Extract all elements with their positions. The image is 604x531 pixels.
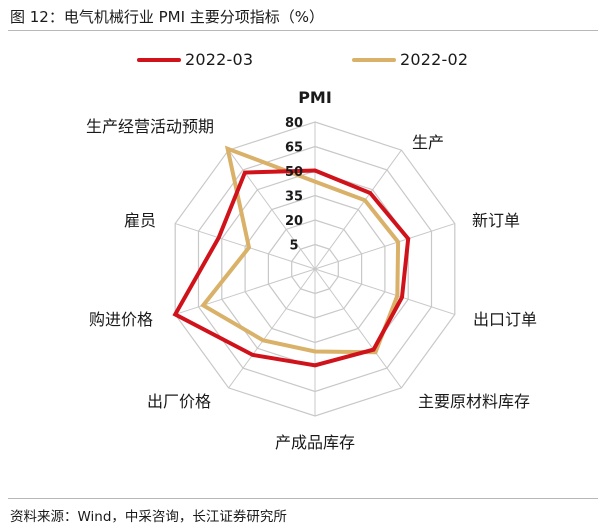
source-note: 资料来源：Wind，中采咨询，长江证券研究所 — [10, 509, 287, 525]
spoke-4 — [314, 268, 402, 389]
legend-label-2022-02: 2022-02 — [400, 50, 469, 69]
tick-label-80: 80 — [285, 116, 303, 131]
tick-label-20: 20 — [285, 214, 303, 229]
category-label-2: 新订单 — [472, 211, 520, 230]
category-label-3: 出口订单 — [473, 310, 537, 329]
spoke-1 — [314, 149, 402, 270]
tick-label-5: 5 — [289, 239, 298, 254]
category-label-1: 生产 — [412, 133, 444, 152]
tick-label-50: 50 — [285, 165, 303, 180]
legend: 2022-03 2022-02 — [0, 40, 604, 80]
category-label-9: 生产经营活动预期 — [86, 117, 214, 136]
category-label-8: 雇员 — [124, 211, 156, 230]
tick-label-35: 35 — [285, 190, 303, 205]
category-label-0: PMI — [298, 88, 332, 107]
category-label-7: 购进价格 — [89, 310, 153, 329]
legend-item-2022-03: 2022-03 — [137, 50, 253, 69]
spoke-2 — [314, 223, 455, 270]
bottom-divider — [8, 498, 598, 499]
spoke-7 — [175, 268, 316, 315]
category-label-4: 主要原材料库存 — [418, 392, 530, 411]
spoke-9 — [228, 149, 316, 270]
spoke-3 — [314, 268, 455, 315]
top-divider — [8, 30, 598, 31]
legend-label-2022-03: 2022-03 — [185, 50, 254, 69]
category-label-5: 产成品库存 — [275, 433, 355, 452]
category-label-6: 出厂价格 — [147, 392, 211, 411]
legend-swatch-2022-03 — [137, 57, 181, 62]
spoke-8 — [175, 223, 316, 270]
spoke-6 — [228, 268, 316, 389]
legend-item-2022-02: 2022-02 — [352, 50, 468, 69]
figure-title: 图 12：电气机械行业 PMI 主要分项指标（%） — [10, 8, 325, 26]
tick-label-65: 65 — [285, 141, 303, 156]
legend-swatch-2022-02 — [352, 57, 396, 62]
